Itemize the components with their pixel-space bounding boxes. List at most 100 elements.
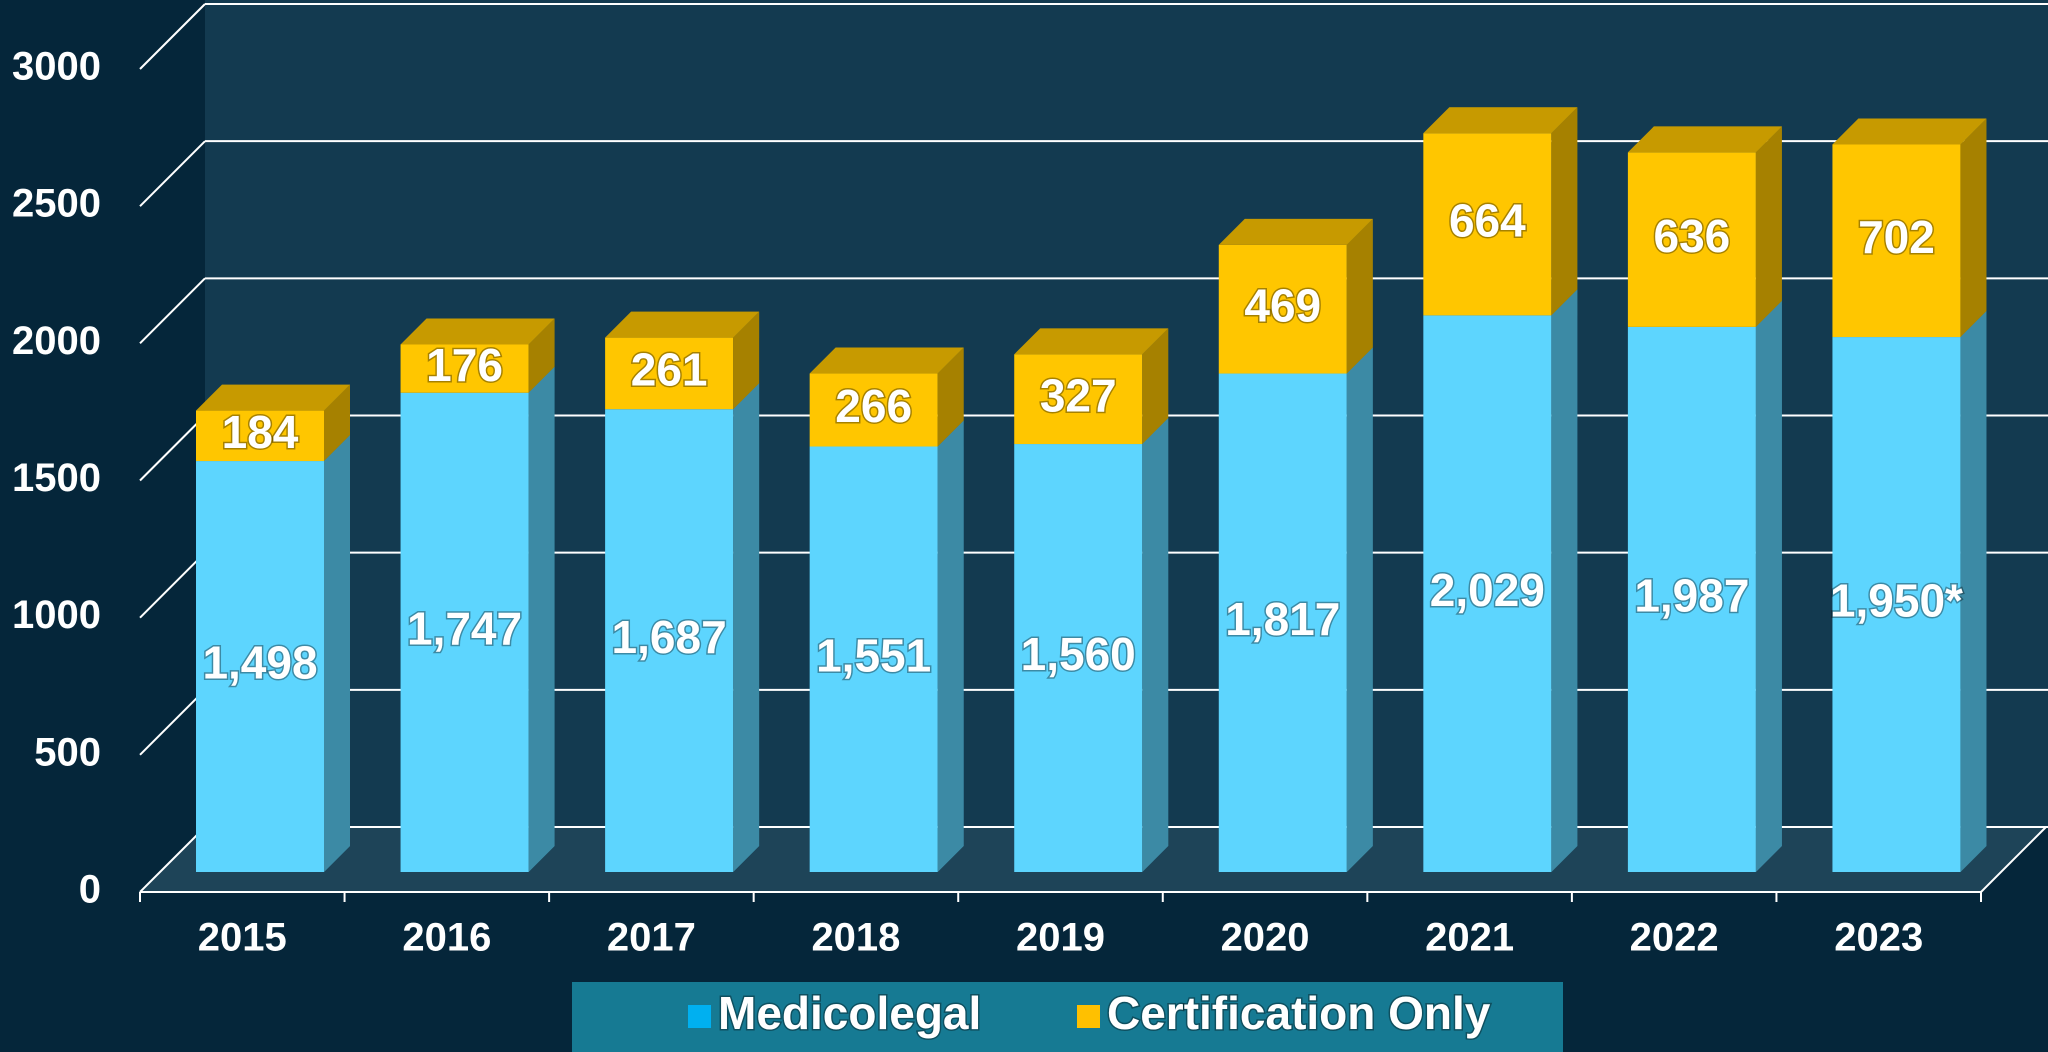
bar <box>1627 152 1756 327</box>
data-label: 1,950* <box>1830 575 1963 627</box>
y-tick-label: 1500 <box>12 456 101 500</box>
bar-top-shade <box>1627 126 1782 153</box>
bar-side <box>733 383 760 872</box>
data-label: 1,987 <box>1634 570 1749 622</box>
bar-side <box>733 311 760 410</box>
data-label: 176 <box>426 339 503 391</box>
bar-top <box>1218 218 1373 245</box>
bar-side-shade <box>1755 126 1782 327</box>
bar-top-shade <box>605 311 760 338</box>
data-label: 1,747 <box>407 603 522 655</box>
bar-side <box>1960 118 1987 338</box>
bar-top <box>809 347 964 374</box>
bar-top <box>605 311 760 338</box>
data-label: 266 <box>835 380 912 432</box>
bar-side-shade <box>528 366 555 872</box>
legend-label: Certification Only <box>1107 987 1491 1039</box>
bar-side <box>1960 311 1987 872</box>
data-label: 261 <box>631 344 708 396</box>
bar-side-shade <box>324 435 350 872</box>
data-label: 636 <box>1654 210 1731 262</box>
bar <box>196 410 324 462</box>
bar-top-shade <box>1014 328 1169 355</box>
x-tick-label: 2023 <box>1834 916 1923 960</box>
y-tick-label: 500 <box>34 730 101 774</box>
y-tick-label: 1000 <box>12 593 101 637</box>
data-label: 1,687 <box>612 611 727 663</box>
bar-top <box>1423 107 1578 134</box>
y-tick-label: 2500 <box>12 182 101 226</box>
bar-side <box>324 384 350 462</box>
bar-side-shade <box>1142 328 1169 445</box>
bar-side-shade <box>937 347 964 447</box>
data-label: 664 <box>1449 194 1526 246</box>
bar-side-shade <box>1346 347 1373 872</box>
x-tick-label: 2017 <box>607 916 696 960</box>
bar-top-shade <box>809 347 964 374</box>
bar-side <box>528 318 555 393</box>
bar-side <box>1346 218 1373 374</box>
data-label: 1,817 <box>1225 593 1340 645</box>
bar-side-shade <box>1960 118 1987 338</box>
bar-top <box>196 384 350 411</box>
bar <box>1218 373 1347 872</box>
bar <box>1832 144 1961 338</box>
x-tick-label: 2021 <box>1425 916 1514 960</box>
data-label: 469 <box>1244 279 1321 331</box>
bar <box>196 461 324 872</box>
bar <box>400 344 529 393</box>
bar-top-shade <box>1218 218 1373 245</box>
grid-line-side <box>139 414 206 482</box>
data-label: 327 <box>1040 369 1117 421</box>
bar <box>1423 315 1552 872</box>
bar-side <box>937 420 964 872</box>
bar-top <box>1014 328 1169 355</box>
bar-side <box>1142 418 1169 872</box>
bar <box>809 373 938 447</box>
grid-line-side <box>139 689 206 756</box>
y-tick-label: 2000 <box>12 319 101 363</box>
grid-line-side <box>139 551 206 619</box>
bar-side-shade <box>1142 418 1169 872</box>
legend-label: Medicolegal <box>718 987 981 1039</box>
bar-side <box>1346 347 1373 872</box>
data-label: 1,498 <box>202 637 317 689</box>
bar-side-shade <box>937 420 964 872</box>
bar <box>400 392 529 872</box>
x-tick-label: 2020 <box>1221 916 1310 960</box>
bar-side-shade <box>733 311 760 410</box>
x-tick-label: 2022 <box>1630 916 1719 960</box>
x-tick-label: 2019 <box>1016 916 1105 960</box>
bar-side <box>1755 300 1782 872</box>
data-label: 1,560 <box>1021 628 1136 680</box>
bar-top-shade <box>1423 107 1578 134</box>
y-tick-label: 0 <box>79 868 101 912</box>
bar-top <box>1627 126 1782 153</box>
bar <box>809 446 938 872</box>
legend-swatch <box>1077 1005 1100 1028</box>
bar <box>605 409 734 872</box>
bar-side <box>1142 328 1169 445</box>
bar-side <box>1755 126 1782 327</box>
grid-line-side <box>139 277 206 345</box>
data-label: 2,029 <box>1430 564 1545 616</box>
bar-top <box>400 318 555 345</box>
bar <box>1218 244 1347 374</box>
bar-side-shade <box>1551 289 1578 872</box>
bar-side <box>1551 107 1578 316</box>
bar-side <box>528 366 555 872</box>
bar-top-shade <box>400 318 555 345</box>
bar <box>1014 444 1143 872</box>
bar <box>1423 133 1552 316</box>
bar <box>1627 326 1756 872</box>
bar <box>605 337 734 410</box>
bar-side-shade <box>528 318 555 393</box>
bar-top-shade <box>196 384 350 411</box>
x-tick-label: 2015 <box>198 916 287 960</box>
bar-side-shade <box>1755 300 1782 872</box>
bar-side-shade <box>1551 107 1578 316</box>
data-label: 1,551 <box>816 629 931 681</box>
grid-line-side <box>139 140 206 207</box>
